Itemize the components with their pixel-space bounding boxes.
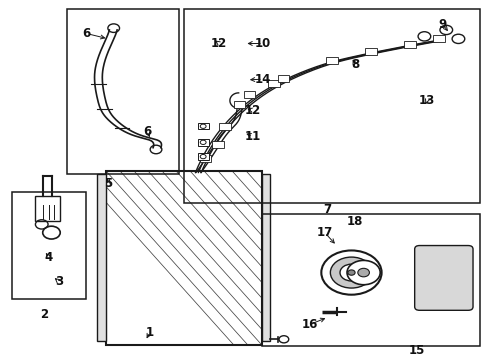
Bar [67, 9, 179, 175]
Bar [211, 140, 223, 148]
Bar [198, 123, 208, 130]
Text: 17: 17 [316, 226, 332, 239]
Text: 9: 9 [438, 18, 446, 31]
Text: 10: 10 [254, 37, 270, 50]
Text: 6: 6 [82, 27, 90, 40]
Bar [198, 153, 208, 160]
Bar [35, 196, 60, 221]
Text: 13: 13 [418, 94, 434, 107]
Bar [403, 41, 415, 48]
Text: 3: 3 [55, 275, 62, 288]
Text: 11: 11 [244, 130, 261, 143]
Bar [261, 175, 270, 341]
Bar [219, 123, 230, 130]
Text: 7: 7 [323, 203, 330, 216]
Text: 16: 16 [301, 318, 318, 331]
Bar [277, 75, 288, 82]
Text: 4: 4 [45, 251, 53, 264]
Bar [198, 139, 208, 145]
Bar [97, 175, 106, 341]
Bar [233, 101, 245, 108]
Bar [12, 192, 86, 299]
Text: 18: 18 [346, 215, 363, 228]
Text: 14: 14 [254, 73, 271, 86]
FancyBboxPatch shape [414, 246, 472, 310]
Bar [261, 214, 479, 346]
Bar [325, 57, 337, 64]
Circle shape [321, 251, 381, 295]
Text: 1: 1 [145, 326, 153, 339]
Bar [243, 91, 255, 98]
Bar [365, 48, 376, 55]
Bar [183, 9, 479, 203]
Circle shape [347, 270, 354, 275]
Text: 8: 8 [350, 58, 359, 71]
Bar [200, 155, 211, 162]
Text: 2: 2 [40, 308, 48, 321]
Bar [106, 171, 261, 345]
Bar [106, 171, 261, 345]
Circle shape [330, 257, 372, 288]
Circle shape [357, 268, 368, 277]
Text: 12: 12 [211, 37, 227, 50]
Text: 12: 12 [244, 104, 261, 117]
Bar [432, 35, 444, 42]
Text: 15: 15 [408, 344, 425, 357]
Text: 5: 5 [104, 177, 112, 190]
Bar [267, 80, 279, 87]
Circle shape [346, 260, 380, 285]
Circle shape [339, 264, 362, 281]
Text: 6: 6 [143, 125, 151, 138]
